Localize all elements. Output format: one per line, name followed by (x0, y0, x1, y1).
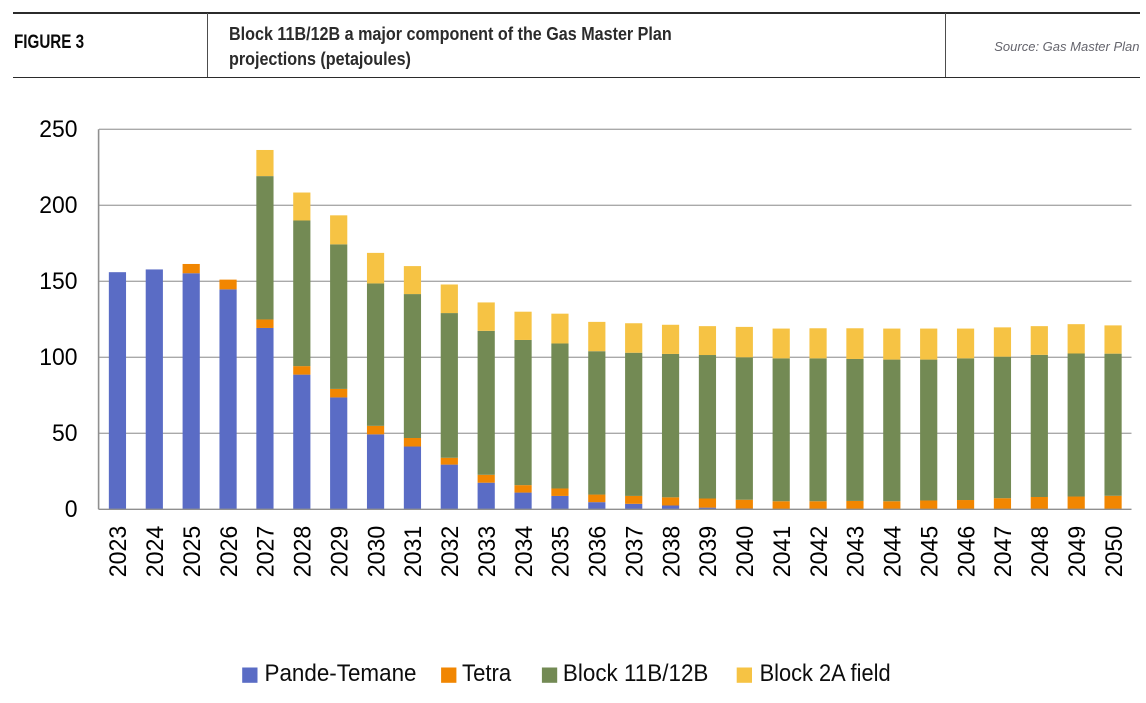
svg-text:2030: 2030 (363, 526, 390, 578)
svg-text:2050: 2050 (1101, 526, 1128, 578)
svg-text:2031: 2031 (400, 526, 427, 578)
svg-text:Block 2A field: Block 2A field (760, 660, 891, 687)
svg-text:2037: 2037 (621, 526, 648, 578)
svg-text:2042: 2042 (806, 526, 833, 578)
svg-text:2028: 2028 (290, 526, 317, 578)
svg-text:2026: 2026 (216, 526, 243, 578)
svg-text:2034: 2034 (511, 526, 538, 578)
svg-text:0: 0 (65, 496, 78, 523)
svg-text:2045: 2045 (916, 526, 943, 578)
svg-text:2046: 2046 (953, 526, 980, 578)
svg-text:50: 50 (52, 420, 78, 447)
svg-text:2040: 2040 (732, 526, 759, 578)
svg-text:100: 100 (39, 344, 77, 371)
svg-text:2044: 2044 (880, 526, 907, 578)
svg-text:2039: 2039 (695, 526, 722, 578)
svg-text:200: 200 (39, 192, 77, 219)
svg-text:2032: 2032 (437, 526, 464, 578)
svg-text:2048: 2048 (1027, 526, 1054, 578)
svg-text:Tetra: Tetra (462, 660, 512, 687)
svg-text:2043: 2043 (843, 526, 870, 578)
svg-text:250: 250 (39, 116, 77, 143)
svg-text:Block 11B/12B: Block 11B/12B (563, 660, 709, 687)
svg-text:2038: 2038 (658, 526, 685, 578)
svg-text:2025: 2025 (179, 526, 206, 578)
svg-text:150: 150 (39, 268, 77, 295)
svg-text:2041: 2041 (769, 526, 796, 578)
svg-text:Pande-Temane: Pande-Temane (265, 660, 417, 687)
svg-text:2027: 2027 (253, 526, 280, 578)
svg-text:2036: 2036 (585, 526, 612, 578)
svg-text:2029: 2029 (326, 526, 353, 578)
svg-text:2047: 2047 (990, 526, 1017, 578)
svg-text:2023: 2023 (105, 526, 132, 578)
svg-text:2049: 2049 (1064, 526, 1091, 578)
svg-text:2033: 2033 (474, 526, 501, 578)
svg-text:2035: 2035 (548, 526, 575, 578)
svg-text:2024: 2024 (142, 526, 169, 578)
